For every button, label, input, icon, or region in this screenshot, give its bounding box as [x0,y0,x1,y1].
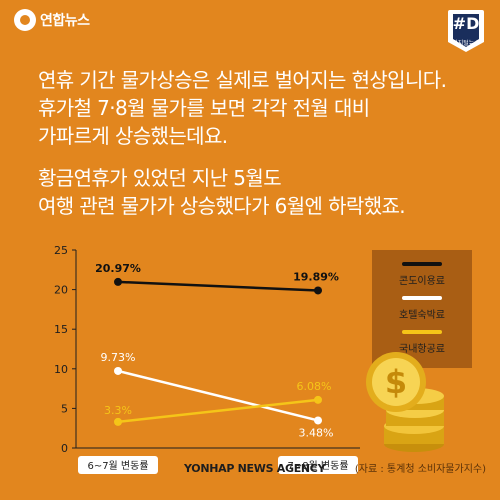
data-source: (자료 : 통계청 소비자물가지수) [354,464,486,475]
data-label: 6.08% [297,380,332,393]
data-label: 20.97% [95,262,141,275]
gold-coins-icon: $ [366,352,444,452]
y-tick-label: 10 [54,363,68,376]
data-point [314,286,322,295]
legend-item: 국내항공료 [372,330,472,356]
x-category-box [78,456,158,474]
legend-swatch [402,330,442,334]
data-point [314,416,322,425]
yonhap-logo-icon [14,9,36,31]
intro-line: 가파르게 상승했는데요. [38,124,228,148]
x-category-box [278,456,358,474]
detail-paragraph: 황금연휴가 있었던 지난 5월도 여행 관련 물가가 상승했다가 6월엔 하락했… [38,164,406,220]
data-label: 3.3% [104,404,132,417]
intro-line: 휴가철 7·8월 물가를 보면 각각 전월 대비 [38,96,370,120]
legend-item: 콘도이용료 [372,262,472,288]
data-label: 19.89% [293,270,339,283]
data-point [314,395,322,404]
data-point [114,277,122,286]
agency-name: YONHAP NEWS AGENCY [184,462,326,475]
intro-paragraph: 연휴 기간 물가상승은 실제로 벌어지는 현상입니다. 휴가철 7·8월 물가를… [38,66,447,150]
data-point [114,417,122,426]
series-line [117,280,319,292]
brand-name: 연합뉴스 [40,13,90,29]
svg-text:$: $ [385,363,407,401]
data-label: 3.48% [299,426,334,439]
legend-swatch [402,262,442,266]
detail-line: 황금연휴가 있었던 지난 5월도 [38,166,282,190]
series-line [117,398,319,424]
line-chart: 0 5 10 15 20 25 6~7월 변동률 7~8월 변동률 20.97% 19.89% 9… [54,244,360,474]
legend-label: 호텔숙박료 [399,310,445,321]
y-tick-label: 0 [61,442,68,455]
x-tick-label: 7~8월 변동률 [287,460,348,472]
badge-subtitle: 디지털뉴스 [452,40,480,47]
legend-label: 콘도이용료 [399,276,445,287]
y-tick-label: 20 [54,284,68,297]
series-line [117,369,319,422]
data-point [114,366,122,375]
y-tick-label: 25 [54,244,68,257]
legend-label: 국내항공료 [399,344,445,355]
legend-item: 호텔숙박료 [372,296,472,322]
x-tick-label: 6~7월 변동률 [87,460,148,472]
y-tick-label: 15 [54,323,68,336]
badge-title: #D [452,14,480,33]
detail-line: 여행 관련 물가가 상승했다가 6월엔 하락했죠. [38,194,406,218]
y-tick-label: 5 [61,402,68,415]
legend-swatch [402,296,442,300]
digital-news-badge: #D 디지털뉴스 [446,8,486,54]
intro-line: 연휴 기간 물가상승은 실제로 벌어지는 현상입니다. [38,68,447,92]
brand-logo: 연합뉴스 [14,9,90,31]
chart-legend: 콘도이용료 호텔숙박료 국내항공료 [372,250,472,368]
data-label: 9.73% [101,351,136,364]
badge-icon [448,10,484,52]
